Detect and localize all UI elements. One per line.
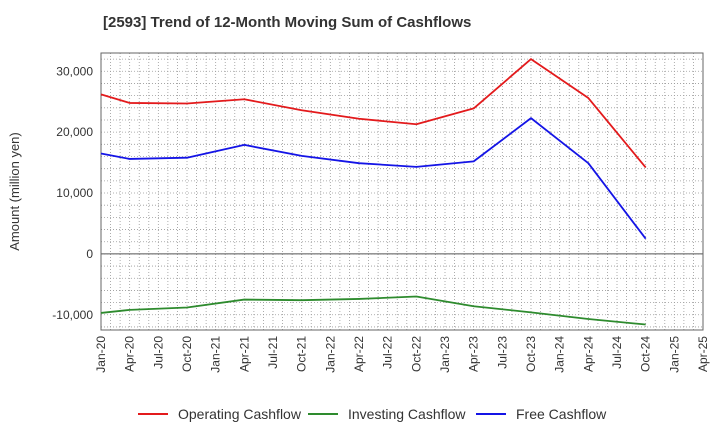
x-tick-label: Jul-22 xyxy=(381,336,395,369)
plot-area xyxy=(101,53,703,330)
y-tick-label: 30,000 xyxy=(56,64,93,78)
x-tick-label: Jan-23 xyxy=(438,336,452,373)
series-line-investing-cashflow xyxy=(100,295,646,326)
y-axis-title: Amount (million yen) xyxy=(7,132,22,251)
chart-title: [2593] Trend of 12-Month Moving Sum of C… xyxy=(103,14,472,31)
legend-label: Free Cashflow xyxy=(516,406,607,422)
x-tick-label: Oct-21 xyxy=(295,336,309,372)
y-tick-label: 10,000 xyxy=(56,186,93,200)
legend-label: Operating Cashflow xyxy=(178,406,302,422)
y-tick-label: 20,000 xyxy=(56,125,93,139)
x-tick-label: Apr-21 xyxy=(237,336,251,372)
x-tick-label: Apr-25 xyxy=(696,336,710,372)
x-tick-label: Jul-21 xyxy=(266,336,280,369)
legend-label: Investing Cashflow xyxy=(348,406,466,422)
x-tick-label: Apr-20 xyxy=(123,336,137,372)
x-tick-label: Jan-20 xyxy=(94,336,108,373)
x-tick-label: Apr-23 xyxy=(467,336,481,372)
x-tick-label: Oct-22 xyxy=(409,336,423,372)
x-tick-label: Jan-22 xyxy=(323,336,337,373)
x-tick-label: Jul-20 xyxy=(151,336,165,369)
x-tick-label: Jan-24 xyxy=(553,336,567,373)
series-line-operating-cashflow xyxy=(100,58,647,169)
x-tick-label: Oct-23 xyxy=(524,336,538,372)
series-line-free-cashflow xyxy=(100,117,647,240)
x-tick-label: Apr-22 xyxy=(352,336,366,372)
plot-frame xyxy=(100,52,704,331)
x-tick-label: Oct-20 xyxy=(180,336,194,372)
x-tick-label: Jan-25 xyxy=(667,336,681,373)
y-tick-label: 0 xyxy=(86,247,93,261)
y-tick-label: -10,000 xyxy=(52,308,93,322)
x-tick-label: Jul-23 xyxy=(495,336,509,369)
x-tick-label: Jan-21 xyxy=(209,336,223,373)
x-tick-label: Oct-24 xyxy=(639,336,653,372)
x-tick-label: Apr-24 xyxy=(581,336,595,372)
x-tick-label: Jul-24 xyxy=(610,336,624,369)
